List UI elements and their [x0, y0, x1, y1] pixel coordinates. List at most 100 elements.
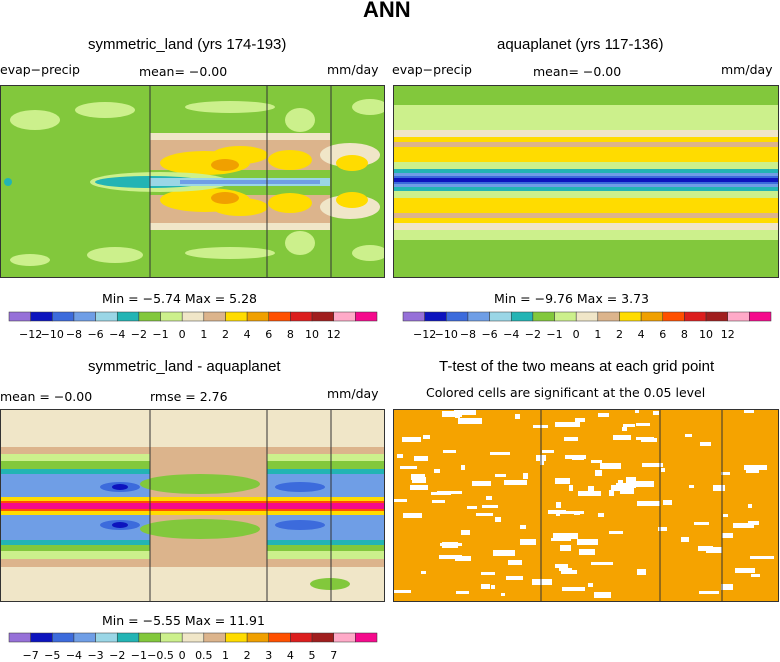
nonsignificant-cell — [467, 506, 477, 509]
nonsignificant-cell — [439, 555, 462, 559]
nonsignificant-cell — [561, 570, 577, 574]
nonsignificant-cell — [402, 437, 421, 442]
nonsignificant-cell — [598, 513, 604, 517]
nonsignificant-cell — [515, 414, 520, 419]
colorbar-tick-label: 4 — [638, 328, 645, 341]
colorbar-tick-label: 8 — [287, 328, 294, 341]
panel2-colorbar: −12−10 −8 −6 −4 −2 −1 0 1 2 4 6 8 10 12 — [402, 311, 772, 341]
nonsignificant-cell — [588, 486, 594, 492]
panel1-unit-label: mm/day — [327, 62, 379, 77]
field-patch — [87, 247, 143, 263]
nonsignificant-cell — [600, 463, 621, 469]
nonsignificant-cell — [414, 456, 428, 461]
field-patch — [352, 99, 385, 115]
nonsignificant-cell — [591, 562, 613, 565]
field-patch — [310, 578, 350, 590]
field-patch — [285, 231, 315, 255]
panel3-map — [0, 409, 385, 602]
nonsignificant-cell — [722, 533, 733, 538]
colorbar-swatch — [8, 632, 31, 643]
field-patch — [112, 522, 128, 528]
nonsignificant-cell — [721, 472, 730, 475]
colorbar-tick-label: −4 — [66, 649, 82, 662]
colorbar-swatch — [355, 311, 378, 322]
nonsignificant-cell — [609, 490, 614, 496]
nonsignificant-cell — [577, 539, 598, 545]
nonsignificant-cell — [613, 435, 631, 440]
panel2-unit-label: mm/day — [721, 62, 773, 77]
colorbar-tick-label: 2 — [616, 328, 623, 341]
nonsignificant-cell — [421, 571, 426, 574]
colorbar-swatch — [52, 311, 75, 322]
colorbar-tick-label: 10 — [305, 328, 319, 341]
nonsignificant-cell — [594, 592, 611, 598]
nonsignificant-cell — [575, 418, 585, 422]
colorbar-tick-label: −4 — [503, 328, 519, 341]
nonsignificant-cell — [442, 411, 462, 417]
nonsignificant-cell — [520, 525, 526, 529]
map-frame — [0, 85, 385, 278]
field-patch — [275, 520, 325, 530]
nonsignificant-cell — [748, 504, 752, 508]
nonsignificant-cell — [556, 510, 560, 516]
colorbar-tick-label: −0.5 — [147, 649, 174, 662]
colorbar-tick-label: −2 — [109, 649, 125, 662]
nonsignificant-cell — [410, 485, 428, 490]
colorbar-swatch — [138, 311, 161, 322]
nonsignificant-cell — [588, 583, 593, 587]
colorbar-swatch — [73, 632, 96, 643]
colorbar-tick-label: 0 — [573, 328, 580, 341]
nonsignificant-cell — [658, 527, 667, 531]
colorbar-swatch — [225, 632, 248, 643]
nonsignificant-cell — [442, 542, 458, 548]
nonsignificant-cell — [618, 480, 623, 483]
nonsignificant-cell — [636, 423, 650, 426]
colorbar-tick-label: −6 — [87, 328, 103, 341]
colorbar-tick-label: −4 — [109, 328, 125, 341]
panel2-variable-label: evap−precip — [392, 62, 472, 77]
nonsignificant-cell — [431, 492, 451, 495]
colorbar-swatch — [575, 311, 599, 322]
nonsignificant-cell — [706, 547, 722, 553]
colorbar-swatch — [532, 311, 555, 322]
panel2-min-max: Min = −9.76 Max = 3.73 — [494, 291, 649, 306]
colorbar-swatch — [203, 632, 226, 643]
colorbar-swatch — [311, 632, 334, 643]
colorbar-swatch — [619, 311, 642, 322]
panel4-title: T-test of the two means at each grid poi… — [439, 358, 715, 375]
nonsignificant-cell — [637, 569, 646, 575]
field-patch — [200, 541, 260, 557]
field-patch — [75, 102, 135, 118]
colorbar-tick-label: 1 — [222, 649, 229, 662]
field-patch — [352, 245, 385, 261]
colorbar-swatch — [181, 632, 205, 643]
nonsignificant-cell — [481, 572, 495, 575]
field-patch — [200, 456, 260, 472]
nonsignificant-cell — [501, 593, 505, 596]
field-patch — [336, 155, 368, 171]
nonsignificant-cell — [689, 485, 694, 488]
nonsignificant-cell — [490, 452, 510, 455]
nonsignificant-cell — [748, 521, 759, 525]
map-frame — [0, 409, 385, 602]
colorbar-swatch — [640, 311, 664, 322]
nonsignificant-cell — [504, 480, 527, 485]
colorbar-tick-label: −3 — [87, 649, 103, 662]
nonsignificant-cell — [623, 424, 635, 427]
nonsignificant-cell — [443, 450, 456, 453]
colorbar-tick-label: 1 — [594, 328, 601, 341]
nonsignificant-cell — [622, 427, 627, 431]
field-band — [0, 503, 385, 509]
nonsignificant-cell — [481, 584, 490, 589]
panel2-map — [393, 85, 779, 278]
colorbar-swatch — [73, 311, 96, 322]
colorbar-swatch — [246, 632, 270, 643]
nonsignificant-cell — [472, 481, 491, 486]
colorbar-swatch — [662, 311, 685, 322]
nonsignificant-cell — [637, 501, 660, 506]
colorbar-tick-label: −8 — [66, 328, 82, 341]
nonsignificant-cell — [403, 513, 422, 518]
nonsignificant-cell — [565, 455, 586, 459]
panel1-min-max: Min = −5.74 Max = 5.28 — [102, 291, 257, 306]
nonsignificant-cell — [556, 502, 561, 508]
